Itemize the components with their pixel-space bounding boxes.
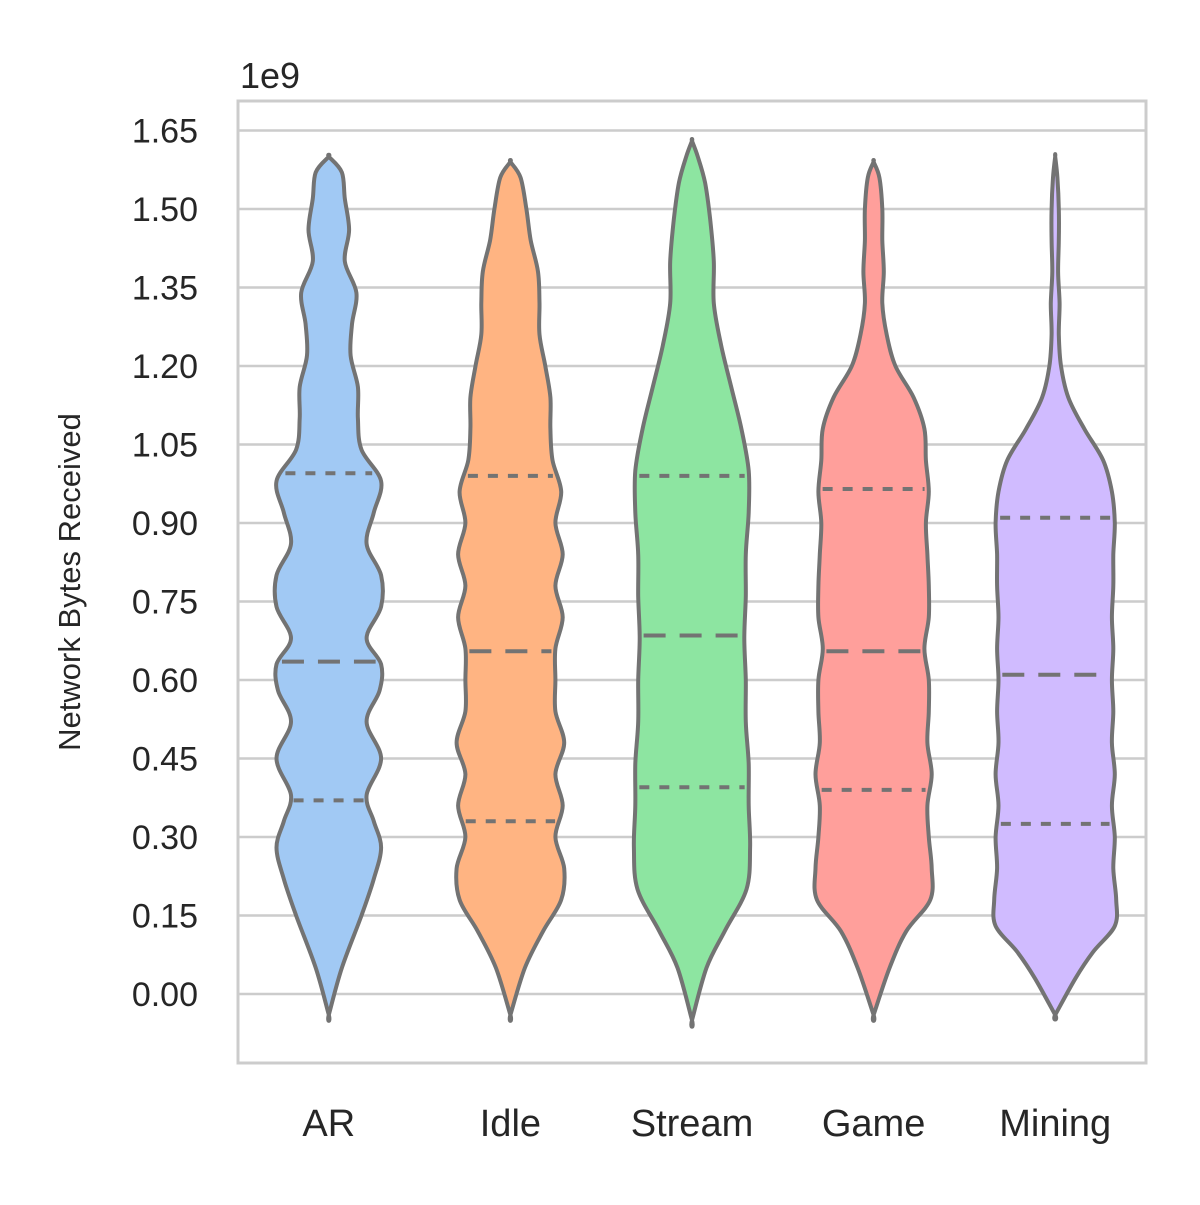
- violin-mining: [991, 152, 1120, 1022]
- violin-stream: [631, 137, 753, 1029]
- violin-game: [812, 157, 935, 1023]
- y-tick-label: 1.50: [132, 191, 198, 229]
- y-tick-label: 1.35: [132, 270, 198, 308]
- y-tick-label: 0.75: [132, 584, 198, 622]
- violin-ar: [272, 152, 385, 1023]
- x-tick-label: Game: [822, 1103, 925, 1145]
- y-tick-label: 1.20: [132, 348, 198, 386]
- y-tick-label: 0.90: [132, 505, 198, 543]
- x-tick-label: Stream: [631, 1103, 753, 1145]
- violin-idle: [454, 157, 567, 1023]
- y-tick-label: 0.00: [132, 976, 198, 1014]
- y-offset-label: 1e9: [240, 55, 300, 96]
- plot-frame: [236, 99, 1148, 1065]
- y-tick-labels: 0.00 0.15 0.30 0.45 0.60 0.75 0.90 1.05 1.20 1.35…: [132, 113, 198, 1014]
- x-tick-label: AR: [302, 1103, 355, 1145]
- y-tick-label: 0.45: [132, 741, 198, 779]
- y-tick-label: 0.60: [132, 662, 198, 700]
- x-tick-labels: AR Idle Stream Game Mining: [302, 1103, 1111, 1145]
- x-tick-label: Mining: [999, 1103, 1111, 1145]
- x-tick-label: Idle: [480, 1103, 541, 1145]
- y-axis-label: Network Bytes Received: [52, 413, 87, 751]
- violin-layer: [272, 137, 1120, 1029]
- y-tick-label: 1.65: [132, 113, 198, 151]
- y-tick-label: 0.15: [132, 898, 198, 936]
- y-tick-label: 0.30: [132, 819, 198, 857]
- y-tick-label: 1.05: [132, 427, 198, 465]
